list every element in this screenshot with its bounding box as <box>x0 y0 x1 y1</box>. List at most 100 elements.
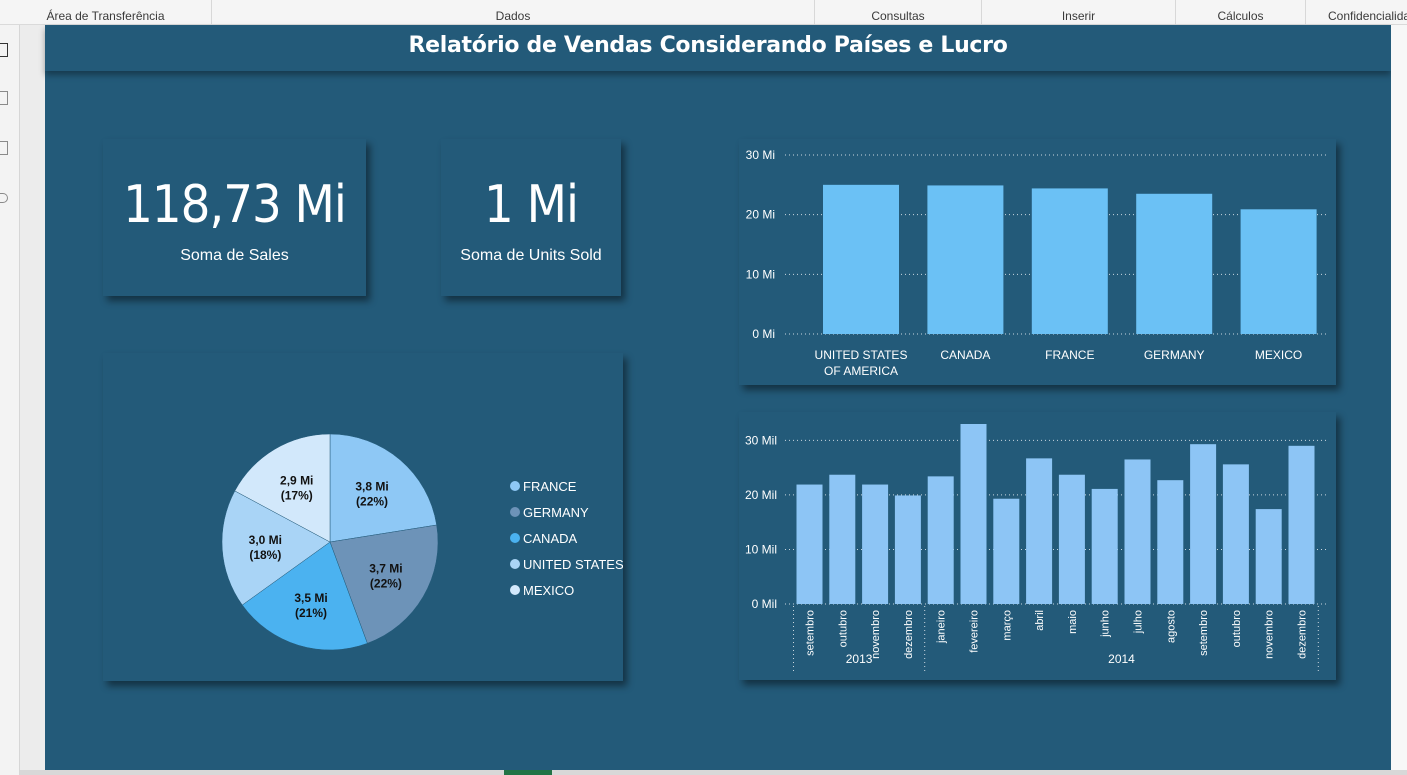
units-sold-card[interactable]: 1 Mi Soma de Units Sold <box>441 139 621 296</box>
slice-value-label: 3,7 Mi <box>369 562 402 576</box>
month-label: agosto <box>1165 610 1177 643</box>
canvas-right-margin <box>1391 25 1407 775</box>
sales-card[interactable]: 118,73 Mi Soma de Sales <box>103 139 366 296</box>
table-view-icon[interactable] <box>0 91 8 105</box>
column-bar <box>796 484 823 604</box>
units-sold-card-value: 1 Mi <box>484 175 579 235</box>
slice-percent-label: (17%) <box>281 488 313 502</box>
column-bar <box>927 476 954 604</box>
ribbon-group-calculations[interactable]: Cálculos <box>1175 0 1305 25</box>
slice-value-label: 2,9 Mi <box>280 473 313 487</box>
page-title: Relatório de Vendas Considerando Países … <box>408 33 1008 58</box>
ribbon-group-labels: Área de Transferência Dados Consultas In… <box>0 0 1407 25</box>
bar <box>1240 209 1317 334</box>
x-tick-label: CANADA <box>940 348 990 362</box>
dax-query-view-icon[interactable] <box>0 193 8 203</box>
slice-value-label: 3,8 Mi <box>355 480 388 494</box>
y-tick-label: 0 Mil <box>752 597 777 611</box>
month-label: junho <box>1100 610 1112 638</box>
ribbon-group-sensitivity[interactable]: Confidencialidade <box>1305 0 1407 25</box>
x-tick-label: MEXICO <box>1255 348 1302 362</box>
pie-slice <box>329 433 437 543</box>
column-bar <box>1157 480 1184 604</box>
month-label: novembro <box>1264 610 1276 659</box>
bar <box>1136 193 1213 334</box>
pie-slice <box>329 524 439 644</box>
ribbon-group-data[interactable]: Dados <box>211 0 814 25</box>
slice-value-label: 3,0 Mi <box>249 533 282 547</box>
ribbon-group-clipboard[interactable]: Área de Transferência <box>46 9 165 23</box>
y-tick-label: 10 Mil <box>745 542 777 556</box>
month-label: outubro <box>837 610 849 647</box>
month-label: abril <box>1034 610 1046 631</box>
ribbon-group-queries[interactable]: Consultas <box>814 0 981 25</box>
country-pie-chart[interactable]: 3,8 Mi (22%) 3,7 Mi (22%) 3,5 Mi (21%) 3,0 Mi(… <box>103 353 660 681</box>
y-tick-label: 0 Mi <box>752 327 775 341</box>
report-canvas-area: Relatório de Vendas Considerando Países … <box>20 25 1407 775</box>
active-page-tab[interactable] <box>504 770 552 775</box>
column-bar <box>1222 464 1249 604</box>
y-tick-label: 10 Mi <box>746 267 775 281</box>
sales-card-label: Soma de Sales <box>180 247 289 264</box>
y-tick-label: 30 Mi <box>746 148 775 162</box>
column-bar <box>829 474 856 604</box>
pie-slice <box>241 541 368 651</box>
month-label: setembro <box>805 610 817 656</box>
legend-item: CANADA <box>523 531 578 546</box>
month-label: julho <box>1133 610 1145 634</box>
year-label: 2014 <box>1108 652 1135 666</box>
y-tick-label: 30 Mil <box>745 433 777 447</box>
report-view-icon[interactable] <box>0 43 8 57</box>
legend-marker <box>510 507 520 517</box>
pie-slice <box>234 433 331 543</box>
legend-marker <box>510 533 520 543</box>
legend-marker <box>510 481 520 491</box>
legend-marker <box>510 559 520 569</box>
month-label: dezembro <box>903 610 915 659</box>
column-bar <box>1091 488 1118 604</box>
column-bar <box>960 424 987 604</box>
x-tick-label: UNITED STATES <box>815 348 908 362</box>
column-bar <box>1255 509 1282 604</box>
month-label: novembro <box>870 610 882 659</box>
legend-item: GERMANY <box>523 505 589 520</box>
slice-percent-label: (21%) <box>295 606 327 620</box>
month-label: dezembro <box>1297 610 1309 659</box>
x-tick-label: OF AMERICA <box>824 364 898 378</box>
monthly-column-chart[interactable]: 0 Mil 10 Mil 20 Mil 30 Mil setembro outubro no… <box>739 412 1336 680</box>
column-bar <box>993 498 1020 604</box>
title-banner: Relatório de Vendas Considerando Países … <box>45 25 1391 71</box>
units-sold-card-label: Soma de Units Sold <box>460 247 602 264</box>
month-label: outubro <box>1231 610 1243 647</box>
page-tabs-bar <box>20 770 1407 775</box>
x-tick-label: FRANCE <box>1045 348 1094 362</box>
report-page[interactable]: Relatório de Vendas Considerando Países … <box>45 25 1391 771</box>
month-label: maio <box>1067 610 1079 634</box>
column-bar <box>1058 474 1085 604</box>
column-bar <box>1124 459 1151 604</box>
column-bar <box>1288 445 1315 604</box>
sales-card-value: 118,73 Mi <box>123 175 347 235</box>
legend-item: UNITED STATES OF ... <box>523 557 623 572</box>
column-bar <box>1026 458 1053 604</box>
month-label: janeiro <box>936 610 948 644</box>
slice-value-label: 3,5 Mi <box>294 591 327 605</box>
month-label: março <box>1001 610 1013 641</box>
month-label: setembro <box>1198 610 1210 656</box>
country-bar-chart-svg: 0 Mi 10 Mi 20 Mi 30 Mi UNITED STATES OF AMERI… <box>746 148 1329 378</box>
pie-slice <box>221 490 331 606</box>
country-bar-chart[interactable]: 0 Mi 10 Mi 20 Mi 30 Mi UNITED STATES OF AMERI… <box>739 139 1336 385</box>
monthly-column-chart-svg: 0 Mil 10 Mil 20 Mil 30 Mil setembro outubro no… <box>745 424 1329 674</box>
column-bar <box>1190 444 1217 604</box>
month-label: fevereiro <box>969 610 981 653</box>
model-view-icon[interactable] <box>0 141 8 155</box>
bar <box>823 184 899 334</box>
legend-marker <box>510 585 520 595</box>
legend-item: MEXICO <box>523 583 574 598</box>
view-switcher-rail <box>0 25 20 775</box>
column-bar <box>862 484 889 604</box>
y-tick-label: 20 Mil <box>745 488 777 502</box>
ribbon-group-insert[interactable]: Inserir <box>981 0 1175 25</box>
legend-item: FRANCE <box>523 479 577 494</box>
